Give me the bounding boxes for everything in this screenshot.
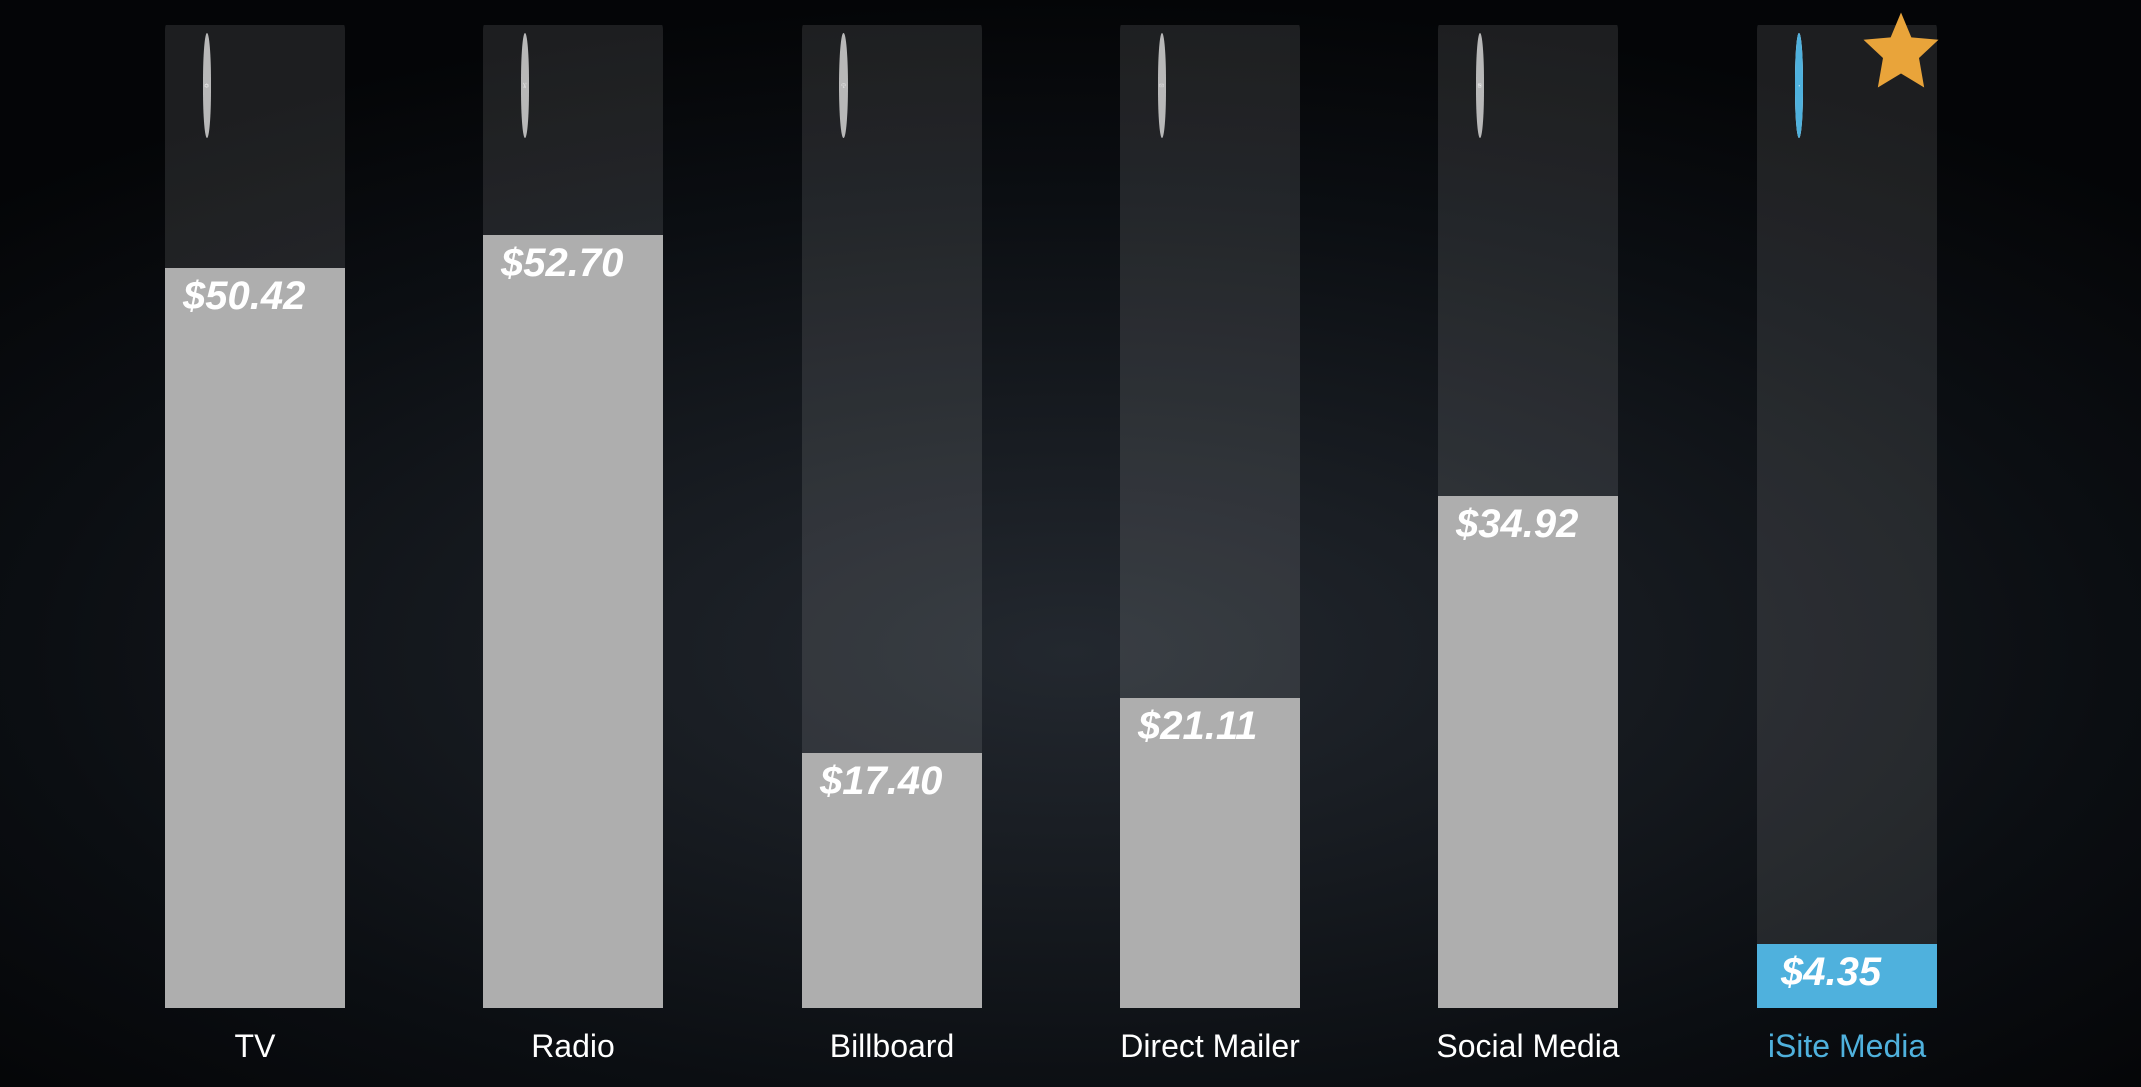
column-socialmedia: $34.92Social Media xyxy=(1438,0,1618,1087)
value-label-radio: $52.70 xyxy=(483,241,663,286)
cost-comparison-bar-chart: $50.42TV$52.70Radio$17.40Billboard$21.11… xyxy=(0,0,2141,1087)
axis-label-tv: TV xyxy=(125,1028,385,1065)
value-label-isite: $4.35 xyxy=(1757,950,1937,995)
column-directmailer: $21.11Direct Mailer xyxy=(1120,0,1300,1087)
bar-tv xyxy=(165,268,345,1008)
axis-label-socialmedia: Social Media xyxy=(1398,1028,1658,1065)
column-track xyxy=(483,25,663,1008)
column-track xyxy=(802,25,982,1008)
value-label-directmailer: $21.11 xyxy=(1120,704,1300,749)
axis-label-isite: iSite Media xyxy=(1717,1028,1977,1065)
column-tv: $50.42TV xyxy=(165,0,345,1087)
column-isite: $4.35iSite Media xyxy=(1757,0,1937,1087)
axis-label-billboard: Billboard xyxy=(762,1028,1022,1065)
column-track xyxy=(165,25,345,1008)
column-track xyxy=(1757,25,1937,1008)
bar-socialmedia xyxy=(1438,496,1618,1008)
value-label-billboard: $17.40 xyxy=(802,759,982,804)
bar-radio xyxy=(483,235,663,1008)
value-label-socialmedia: $34.92 xyxy=(1438,502,1618,547)
column-track xyxy=(1120,25,1300,1008)
isite-icon xyxy=(1795,33,1804,138)
column-billboard: $17.40Billboard xyxy=(802,0,982,1087)
axis-label-radio: Radio xyxy=(443,1028,703,1065)
value-label-tv: $50.42 xyxy=(165,274,345,319)
star-icon xyxy=(1856,5,1946,95)
column-radio: $52.70Radio xyxy=(483,0,663,1087)
axis-label-directmailer: Direct Mailer xyxy=(1080,1028,1340,1065)
